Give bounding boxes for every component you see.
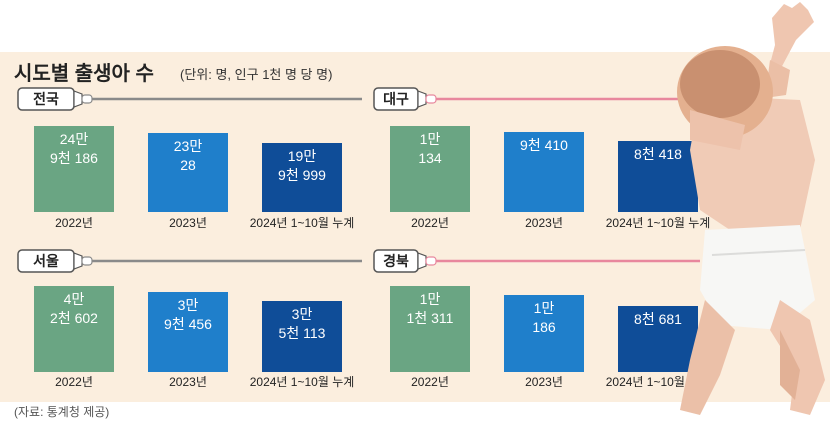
chart-title: 시도별 출생아 수 xyxy=(14,62,154,85)
bar-value-label: 1만 xyxy=(534,300,555,316)
x-tick-label: 2022년 xyxy=(411,375,449,389)
bar xyxy=(34,126,114,212)
bar-value-label: 8천 681 xyxy=(634,311,682,327)
bar xyxy=(504,132,584,212)
bar xyxy=(262,143,342,212)
bottle-neck-icon xyxy=(417,90,427,108)
x-tick-label: 2024년 1~10월 누계 xyxy=(250,375,355,389)
bar-value-label: 9천 999 xyxy=(278,167,326,183)
bar-value-label: 1천 311 xyxy=(407,310,454,326)
bar xyxy=(34,286,114,372)
bar-value-label: 28 xyxy=(180,157,196,173)
bottle-neck-icon xyxy=(73,252,83,270)
bar xyxy=(262,301,342,372)
bar-value-label: 19만 xyxy=(288,148,317,164)
bar-value-label: 23만 xyxy=(174,138,203,154)
bottle-nipple-icon xyxy=(425,256,437,266)
bottle-nipple-icon xyxy=(425,94,437,104)
region-tag-label: 경북 xyxy=(383,253,409,269)
x-tick-label: 2024년 1~10월 누계 xyxy=(250,216,355,230)
bar-value-label: 1만 xyxy=(420,131,441,147)
bar-value-label: 3만 xyxy=(292,306,313,322)
bar xyxy=(148,292,228,372)
region-tag-label: 대구 xyxy=(383,91,409,107)
bar-value-label: 9천 410 xyxy=(520,137,568,153)
baby-illustration xyxy=(677,2,825,415)
x-tick-label: 2023년 xyxy=(169,375,207,389)
region-panel: 전국 24만 9천 186 2022년 23만 28 2023년 19만 9천 999 2024년… xyxy=(17,87,362,230)
x-tick-label: 2023년 xyxy=(169,216,207,230)
bottle-neck-icon xyxy=(417,252,427,270)
bar-value-label: 4만 xyxy=(64,291,85,307)
x-tick-label: 2023년 xyxy=(525,375,563,389)
bar xyxy=(148,133,228,212)
x-tick-label: 2022년 xyxy=(411,216,449,230)
bar xyxy=(390,126,470,212)
bar xyxy=(618,141,698,212)
x-tick-label: 2022년 xyxy=(55,375,93,389)
x-tick-label: 2022년 xyxy=(55,216,93,230)
bar-value-label: 2천 602 xyxy=(50,310,98,326)
bar-value-label: 9천 456 xyxy=(164,316,212,332)
bottle-neck-icon xyxy=(73,90,83,108)
bar-value-label: 24만 xyxy=(60,131,89,147)
x-tick-label: 2024년 1~10월 누계 xyxy=(606,375,711,389)
x-tick-label: 2024년 1~10월 누계 xyxy=(606,216,711,230)
bar xyxy=(504,295,584,372)
region-tag-label: 전국 xyxy=(33,91,59,107)
bar-value-label: 134 xyxy=(418,150,442,166)
bar-value-label: 5천 113 xyxy=(279,325,326,341)
region-panel: 경북 1만 1천 311 2022년 1만 186 2023년 8천 681 2024년 1~1… xyxy=(373,249,711,389)
region-tag-label: 서울 xyxy=(33,253,59,269)
bar-value-label: 3만 xyxy=(178,297,199,313)
region-panel: 서울 4만 2천 602 2022년 3만 9천 456 2023년 3만 5천 113 2024… xyxy=(17,249,362,389)
bottle-nipple-icon xyxy=(81,94,93,104)
bar xyxy=(390,286,470,372)
bar-value-label: 9천 186 xyxy=(50,150,98,166)
bar xyxy=(618,306,698,372)
unit-note: (단위: 명, 인구 1천 명 당 명) xyxy=(180,67,332,82)
bar-value-label: 1만 xyxy=(420,291,441,307)
bar-value-label: 186 xyxy=(532,319,556,335)
bottle-nipple-icon xyxy=(81,256,93,266)
x-tick-label: 2023년 xyxy=(525,216,563,230)
bar-value-label: 8천 418 xyxy=(634,146,682,162)
region-panel: 대구 1만 134 2022년 9천 410 2023년 8천 418 2024년 1~10월… xyxy=(373,87,711,230)
source-note: (자료: 통계청 제공) xyxy=(14,405,109,419)
